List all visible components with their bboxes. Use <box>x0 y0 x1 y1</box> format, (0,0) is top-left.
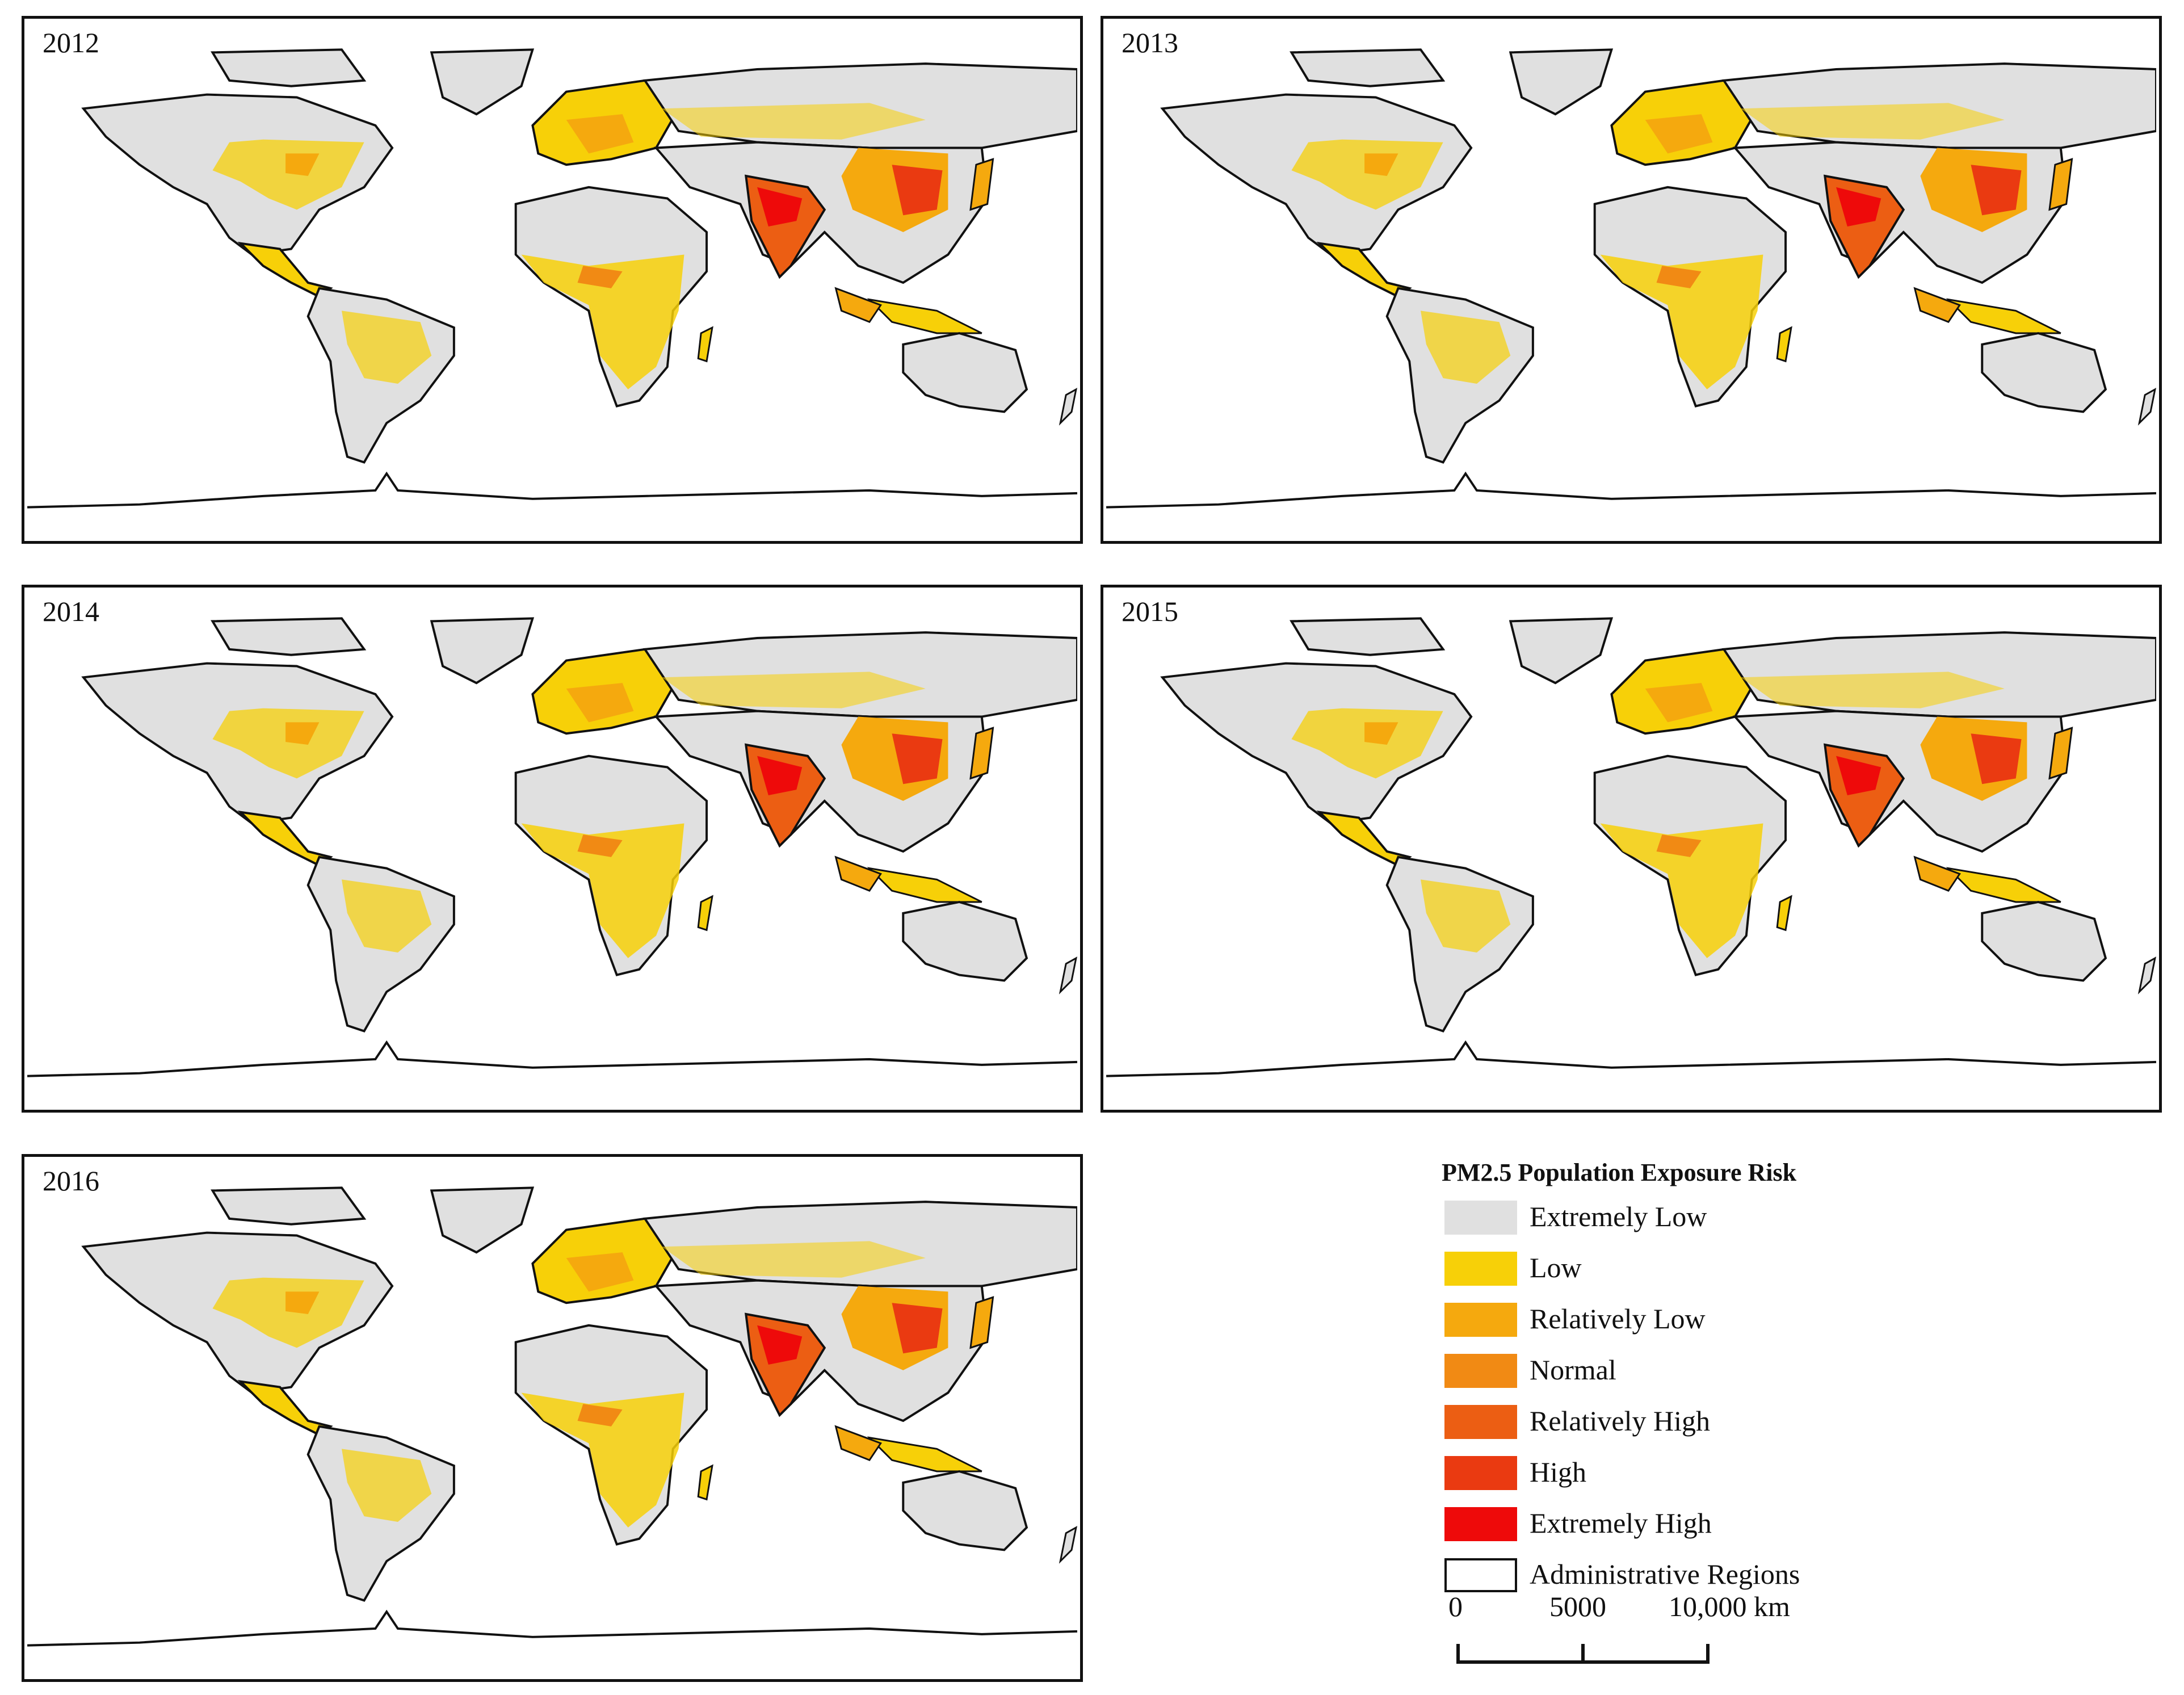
legend-item: Extremely Low <box>1442 1196 2123 1247</box>
legend-item: Normal <box>1442 1349 2123 1400</box>
panel-year-label: 2015 <box>1118 594 1182 628</box>
legend-swatch <box>1444 1201 1517 1235</box>
scale-label-10000: 10,000 km <box>1669 1591 1790 1622</box>
legend-label: Relatively High <box>1530 1405 1710 1437</box>
legend: PM2.5 Population Exposure Risk Extremely… <box>1442 1158 2123 1605</box>
world-map <box>24 19 1080 541</box>
legend-swatch <box>1444 1405 1517 1439</box>
legend-swatch <box>1444 1456 1517 1490</box>
legend-swatch <box>1444 1303 1517 1337</box>
map-panel-2012: 2012 <box>22 16 1083 544</box>
map-panel-2014: 2014 <box>22 585 1083 1113</box>
legend-items: Extremely Low Low Relatively Low Normal Rela… <box>1442 1196 2123 1605</box>
legend-label: Extremely High <box>1530 1507 1712 1539</box>
legend-label: Normal <box>1530 1354 1616 1386</box>
legend-label: Low <box>1530 1252 1582 1283</box>
panel-year-label: 2012 <box>39 26 103 60</box>
legend-item: High <box>1442 1451 2123 1503</box>
scale-label-0: 0 <box>1448 1591 1463 1622</box>
legend-swatch <box>1444 1507 1517 1541</box>
legend-item: Extremely High <box>1442 1503 2123 1554</box>
legend-item: Relatively High <box>1442 1400 2123 1451</box>
map-panel-2016: 2016 <box>22 1154 1083 1682</box>
legend-item: Relatively Low <box>1442 1298 2123 1349</box>
legend-item: Low <box>1442 1247 2123 1298</box>
legend-item: Administrative Regions <box>1442 1554 2123 1605</box>
legend-label: High <box>1530 1456 1586 1488</box>
map-panel-2015: 2015 <box>1101 585 2162 1113</box>
legend-title: PM2.5 Population Exposure Risk <box>1442 1159 1797 1186</box>
scale-bar-line <box>1456 1644 1710 1664</box>
legend-swatch <box>1444 1558 1517 1592</box>
panel-year-label: 2014 <box>39 594 103 628</box>
world-map <box>1103 588 2159 1110</box>
legend-swatch <box>1444 1252 1517 1286</box>
scale-bar: 0 5000 10,000 km <box>1442 1589 1839 1680</box>
panel-year-label: 2013 <box>1118 26 1182 60</box>
world-map <box>24 588 1080 1110</box>
legend-label: Administrative Regions <box>1530 1558 1800 1590</box>
world-map <box>1103 19 2159 541</box>
world-map <box>24 1157 1080 1679</box>
map-panel-2013: 2013 <box>1101 16 2162 544</box>
legend-label: Extremely Low <box>1530 1201 1707 1232</box>
panel-year-label: 2016 <box>39 1164 103 1198</box>
legend-label: Relatively Low <box>1530 1303 1706 1335</box>
scale-label-5000: 5000 <box>1549 1591 1606 1622</box>
legend-swatch <box>1444 1354 1517 1388</box>
